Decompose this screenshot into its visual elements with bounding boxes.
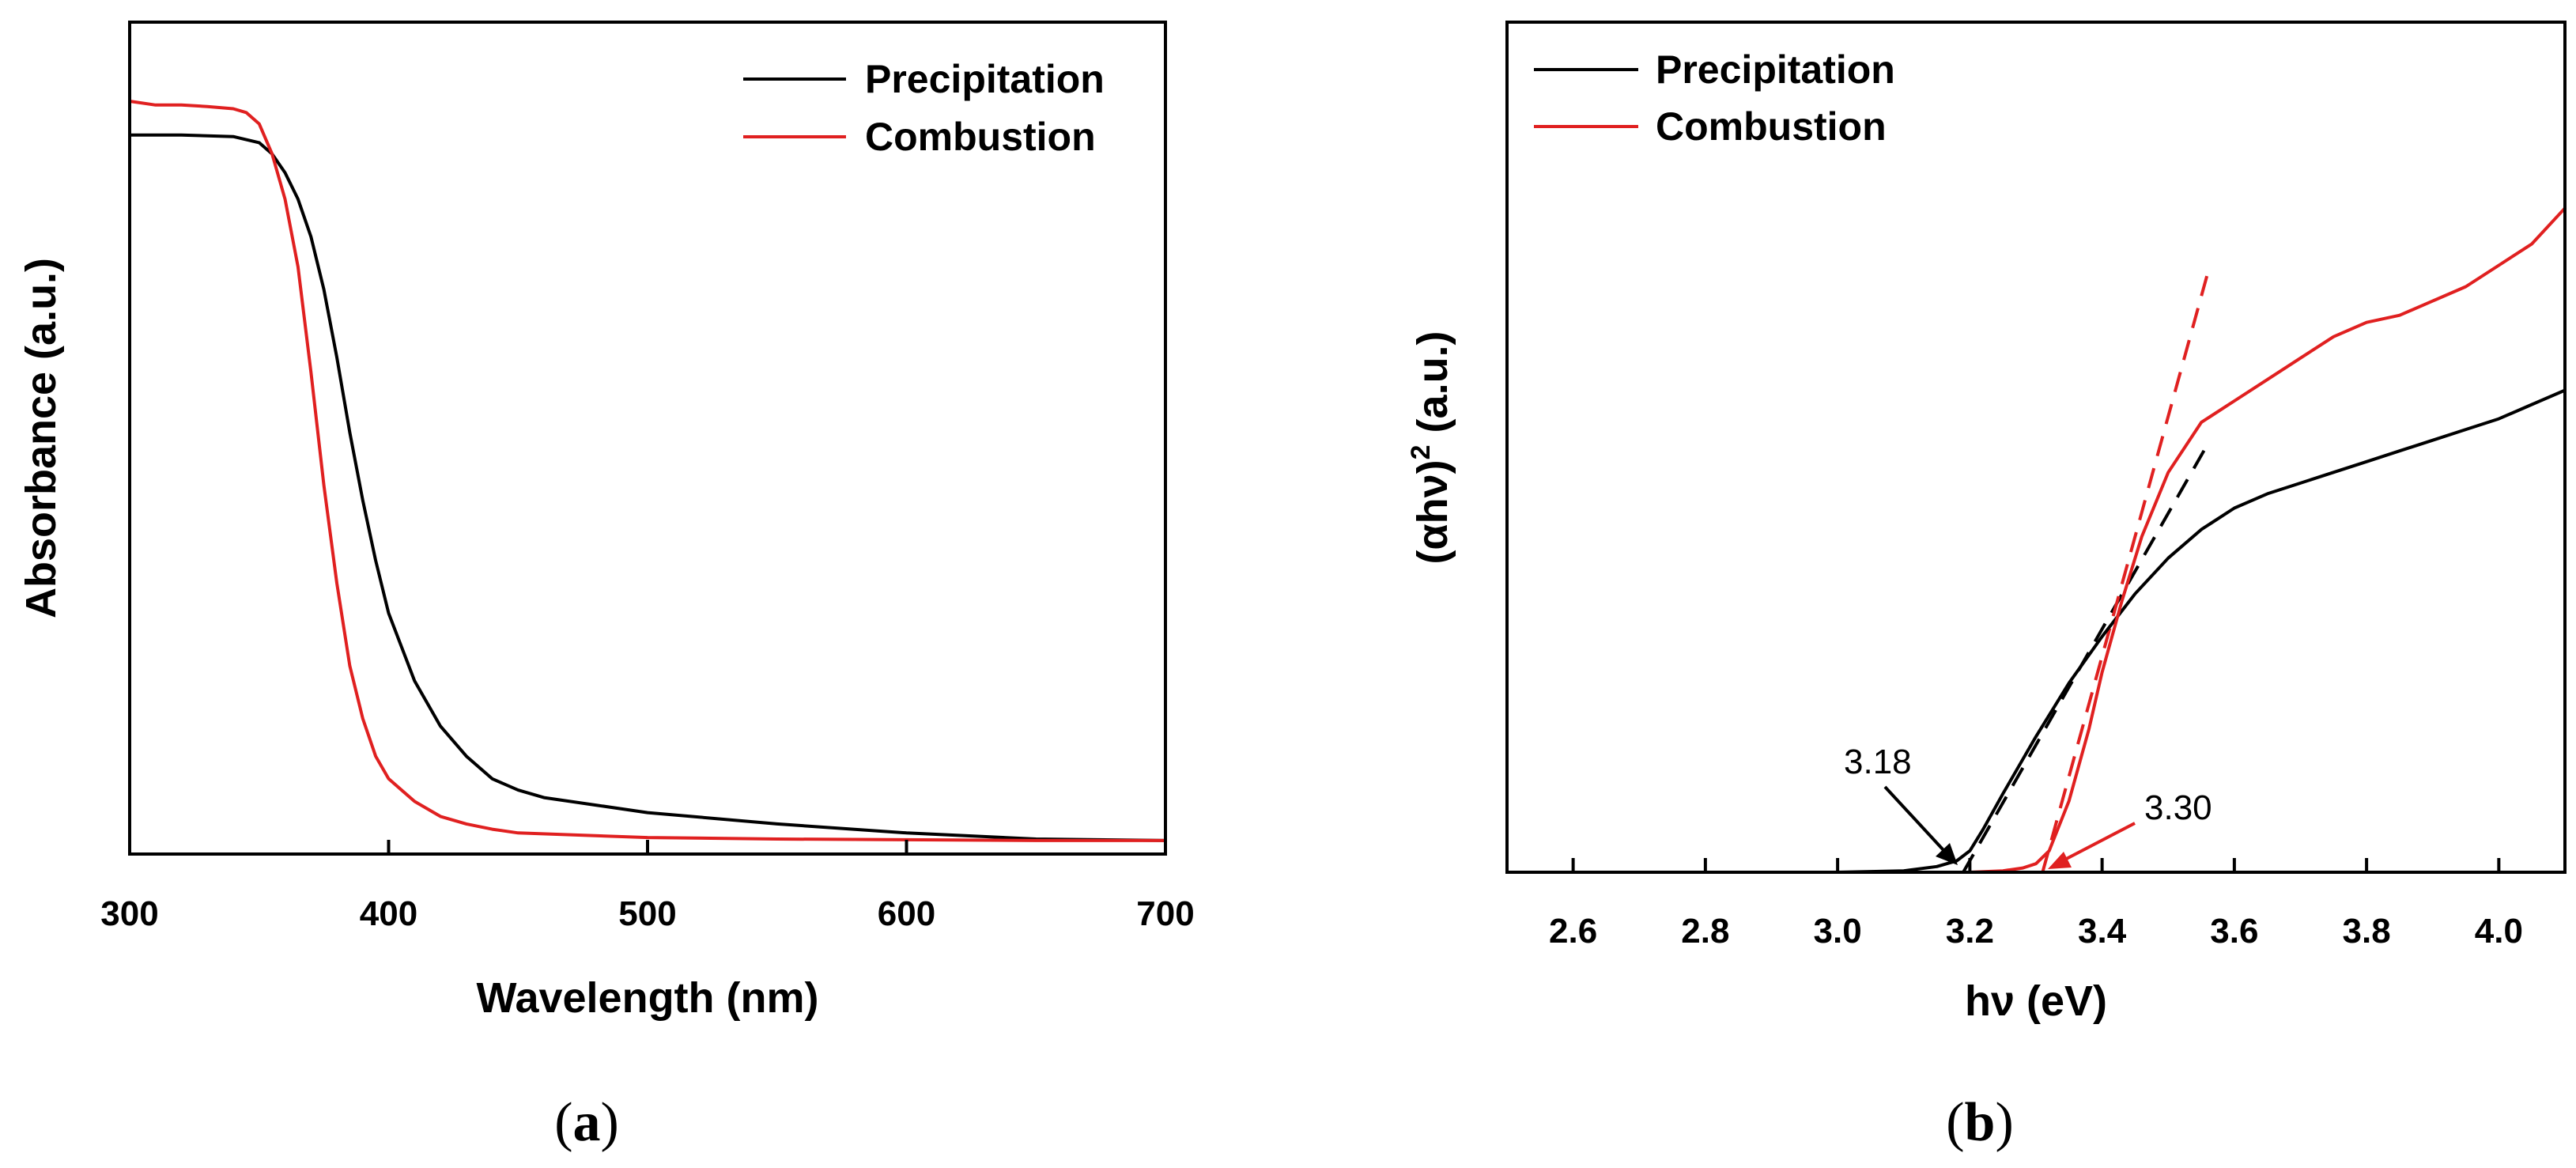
panel-b-x-tick-label: 3.8 xyxy=(2343,912,2391,951)
panel-a-series-combustion xyxy=(128,100,1167,842)
panel-b-annotation-arrowhead-precipitation xyxy=(1936,843,1958,865)
panel-a-series-precipitation xyxy=(128,133,1167,842)
panel-b-y-axis-title-units: (a.u.) xyxy=(1409,331,1456,444)
panel-a-label: (a) xyxy=(554,1092,619,1153)
panel-a-series-layer xyxy=(128,100,1167,842)
panel-a-legend-label-combustion: Combustion xyxy=(865,115,1096,159)
panel-b-legend-label-precipitation: Precipitation xyxy=(1656,47,1895,92)
panel-b-annotation-combustion: 3.30 xyxy=(2048,788,2212,869)
panel-b-annotation-label-precipitation: 3.18 xyxy=(1844,743,1912,781)
panel-b-legend: Precipitation Combustion xyxy=(1534,47,1895,149)
panel-b-x-tick-label: 3.4 xyxy=(2078,912,2127,951)
panel-b-legend-label-combustion: Combustion xyxy=(1656,104,1887,149)
panel-a-x-tick-label: 400 xyxy=(360,894,417,933)
panel-a-legend: Precipitation Combustion xyxy=(743,57,1105,159)
panel-b-annotation-arrow-precipitation xyxy=(1883,785,1955,862)
panel-b-series-precipitation xyxy=(1505,388,2567,874)
panel-b-annotation-label-combustion: 3.30 xyxy=(2144,788,2212,827)
panel-b-x-tick-label: 3.2 xyxy=(1946,912,1994,951)
panel-a-x-tick-label: 600 xyxy=(878,894,935,933)
panel-b-annotation-arrow-combustion xyxy=(2055,822,2136,866)
panel-b-series-combustion xyxy=(1505,206,2567,874)
panel-a-x-tick-label: 500 xyxy=(618,894,676,933)
panel-b-plot-frame xyxy=(1505,21,2567,874)
panel-b-x-axis-title: hν (eV) xyxy=(1965,977,2107,1025)
panel-b-annotation-precipitation: 3.18 xyxy=(1844,743,1958,865)
panel-a-x-tick-label: 300 xyxy=(100,894,158,933)
panel-a-y-axis-title: Absorbance (a.u.) xyxy=(17,258,65,618)
panel-b-annotation-arrowhead-combustion xyxy=(2048,852,2072,869)
panel-b-label-letter: b xyxy=(1965,1092,1996,1153)
panel-b-x-tick-label: 3.0 xyxy=(1814,912,1862,951)
panel-a: 300 400 500 600 700 Wavelength (nm) Absorban… xyxy=(17,21,1195,1153)
panel-b-label: (b) xyxy=(1946,1092,2014,1153)
panel-b-x-tick-label: 4.0 xyxy=(2475,912,2523,951)
panel-a-x-axis-title: Wavelength (nm) xyxy=(476,974,818,1022)
panel-a-x-tick-label: 700 xyxy=(1136,894,1194,933)
panel-b: 2.6 2.8 3.0 3.2 3.4 3.6 3.8 4.0 hν (eV) (αhν)2 … xyxy=(1406,21,2567,1153)
panel-b-y-axis-title: (αhν)2 (a.u.) xyxy=(1406,331,1456,564)
panel-b-x-tick-label: 3.6 xyxy=(2210,912,2258,951)
panel-a-x-ticks: 300 400 500 600 700 xyxy=(100,840,1195,933)
panel-b-series-layer xyxy=(1505,206,2567,874)
panel-a-label-letter: a xyxy=(573,1092,601,1153)
panel-b-x-ticks: 2.6 2.8 3.0 3.2 3.4 3.6 3.8 4.0 xyxy=(1549,858,2523,951)
panel-a-legend-label-precipitation: Precipitation xyxy=(865,57,1105,101)
panel-b-y-axis-title-exponent: 2 xyxy=(1406,444,1436,459)
panel-b-y-axis-title-base: (αhν) xyxy=(1409,459,1456,564)
panel-b-x-tick-label: 2.8 xyxy=(1681,912,1729,951)
panel-b-x-tick-label: 2.6 xyxy=(1549,912,1597,951)
panel-b-tangent-fit-line-combustion xyxy=(2041,271,2210,873)
